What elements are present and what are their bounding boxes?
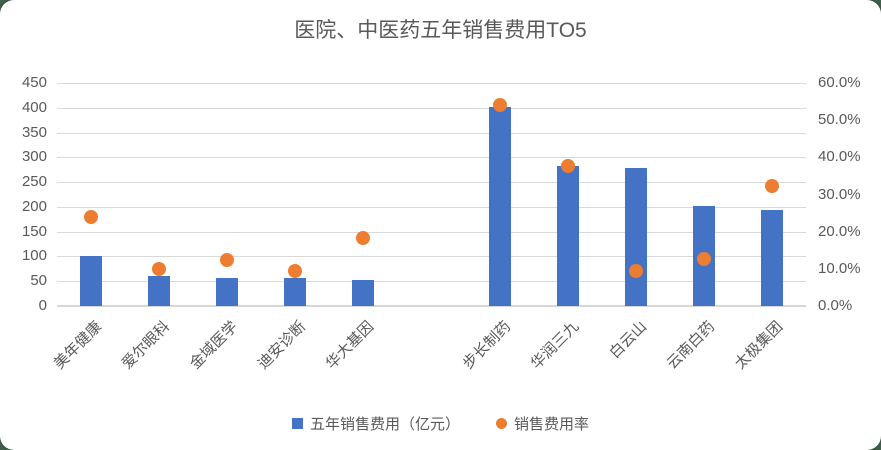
marker-太极集团[interactable] bbox=[764, 179, 779, 194]
marker-云南白药[interactable] bbox=[696, 251, 711, 266]
gridline bbox=[57, 157, 806, 159]
right-axis-tick: 10.0% bbox=[818, 259, 861, 277]
x-axis-label: 云南白药 bbox=[663, 318, 719, 373]
bar-金域医学[interactable] bbox=[216, 278, 239, 306]
gridline bbox=[57, 281, 806, 283]
legend-item-expense-rate[interactable]: 销售费用率 bbox=[496, 413, 589, 434]
marker-华大基因[interactable] bbox=[356, 230, 371, 245]
gridline bbox=[57, 206, 806, 208]
x-axis-label: 迪安诊断 bbox=[255, 318, 310, 373]
legend: 五年销售费用（亿元） 销售费用率 bbox=[0, 413, 881, 434]
legend-item-sales-expense[interactable]: 五年销售费用（亿元） bbox=[291, 413, 460, 434]
bar-美年健康[interactable] bbox=[80, 256, 103, 306]
legend-label-expense-rate: 销售费用率 bbox=[514, 416, 590, 433]
bar-华大基因[interactable] bbox=[352, 280, 375, 306]
bar-爱尔眼科[interactable] bbox=[148, 275, 171, 306]
marker-美年健康[interactable] bbox=[84, 210, 99, 225]
x-axis-label: 华润三九 bbox=[527, 318, 582, 373]
marker-迪安诊断[interactable] bbox=[288, 264, 303, 279]
x-axis-label: 金域医学 bbox=[186, 318, 242, 373]
x-axis-label: 白云山 bbox=[606, 318, 650, 362]
plot-area bbox=[57, 83, 806, 307]
left-axis-ticks: 450 400 350 300 250 200 150 100 50 0 bbox=[0, 74, 47, 314]
right-axis-tick: 50.0% bbox=[818, 111, 861, 129]
marker-白云山[interactable] bbox=[628, 264, 643, 279]
left-axis-tick: 300 bbox=[21, 148, 47, 166]
left-axis-tick: 100 bbox=[21, 247, 47, 265]
gridline bbox=[57, 305, 806, 307]
bar-太极集团[interactable] bbox=[760, 210, 783, 306]
right-axis-tick: 30.0% bbox=[818, 185, 861, 203]
right-axis-tick: 60.0% bbox=[818, 74, 861, 91]
x-axis-label: 美年健康 bbox=[50, 318, 106, 373]
gridline bbox=[57, 83, 806, 84]
x-axis-labels: 美年健康 爱尔眼科 金域医学 迪安诊断 华大基因 步长制药 华润三九 白云山 云南白药 太极集团 bbox=[51, 306, 806, 401]
left-axis-tick: 200 bbox=[21, 197, 47, 215]
right-axis-tick: 0.0% bbox=[818, 297, 853, 314]
marker-步长制药[interactable] bbox=[492, 98, 507, 113]
x-axis-label: 爱尔眼科 bbox=[118, 318, 174, 373]
left-axis-tick: 350 bbox=[21, 123, 47, 141]
left-axis-tick: 150 bbox=[21, 222, 47, 240]
bar-步长制药[interactable] bbox=[488, 106, 511, 306]
gridline bbox=[57, 182, 806, 184]
x-axis-label: 太极集团 bbox=[731, 318, 787, 373]
x-axis-label: 华大基因 bbox=[323, 318, 378, 373]
right-axis-tick: 20.0% bbox=[818, 222, 861, 240]
left-axis-tick: 450 bbox=[21, 74, 47, 91]
gridline bbox=[57, 231, 806, 233]
bar-白云山[interactable] bbox=[624, 167, 647, 306]
chart-title: 医院、中医药五年销售费用TO5 bbox=[294, 19, 587, 42]
left-axis-tick: 250 bbox=[21, 173, 47, 191]
right-axis-tick: 40.0% bbox=[818, 148, 861, 166]
gridline bbox=[57, 256, 806, 258]
left-axis-tick: 0 bbox=[38, 297, 47, 314]
marker-华润三九[interactable] bbox=[560, 158, 575, 173]
bar-series-swatch-icon bbox=[291, 418, 303, 429]
x-axis-label: 步长制药 bbox=[459, 318, 514, 373]
marker-series-swatch-icon bbox=[496, 418, 507, 429]
gridline bbox=[57, 107, 806, 109]
bar-迪安诊断[interactable] bbox=[284, 278, 307, 306]
left-axis-tick: 400 bbox=[21, 98, 47, 116]
marker-爱尔眼科[interactable] bbox=[152, 262, 167, 277]
left-axis-tick: 50 bbox=[30, 272, 47, 290]
marker-金域医学[interactable] bbox=[220, 253, 235, 268]
bar-华润三九[interactable] bbox=[556, 166, 579, 306]
gridline bbox=[57, 132, 806, 134]
legend-label-sales-expense: 五年销售费用（亿元） bbox=[309, 416, 460, 433]
right-axis-ticks: 60.0% 50.0% 40.0% 30.0% 20.0% 10.0% 0.0% bbox=[818, 74, 878, 314]
